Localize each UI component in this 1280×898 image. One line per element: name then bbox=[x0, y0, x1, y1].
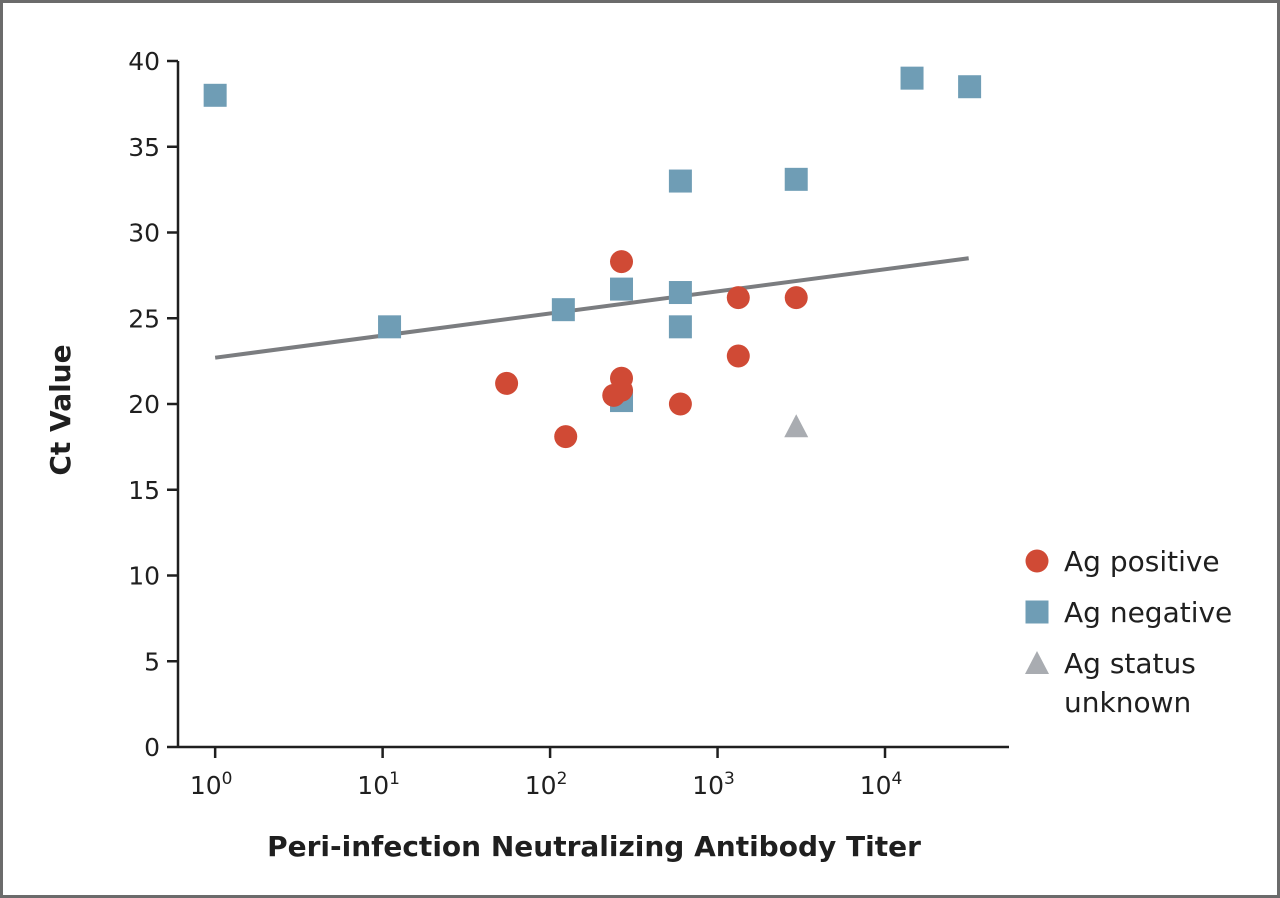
x-tick-label: 100 bbox=[190, 769, 233, 800]
data-point-square bbox=[203, 83, 227, 107]
data-point-circle bbox=[610, 250, 634, 274]
trendline-layer bbox=[214, 256, 969, 360]
data-point-square bbox=[958, 75, 982, 99]
legend-label: Ag status bbox=[1064, 647, 1196, 680]
trendline bbox=[214, 256, 969, 360]
y-tick-label: 10 bbox=[128, 562, 160, 591]
data-point-square bbox=[784, 167, 808, 191]
legend-label: Ag positive bbox=[1064, 545, 1220, 578]
y-tick-label: 5 bbox=[144, 647, 160, 676]
data-point-square bbox=[900, 66, 924, 90]
legend-marker-circle bbox=[1025, 549, 1049, 573]
data-point-circle bbox=[610, 378, 634, 402]
y-axis-title: Ct Value bbox=[44, 344, 77, 475]
legend-label: unknown bbox=[1064, 686, 1191, 719]
y-tick-label: 40 bbox=[128, 47, 160, 76]
x-tick-label: 101 bbox=[357, 769, 400, 800]
legend: Ag positive Ag negative Ag status unknown bbox=[1025, 545, 1232, 719]
data-point-circle bbox=[668, 392, 692, 416]
scatter-chart: 0 5 10 15 20 25 30 35 40 100 101 102 103 104 Ag posit… bbox=[44, 47, 1232, 863]
data-point-circle bbox=[726, 344, 750, 368]
y-tick-label: 30 bbox=[128, 219, 160, 248]
x-axis-title: Peri-infection Neutralizing Antibody Tit… bbox=[267, 830, 921, 863]
x-tick-label: 102 bbox=[525, 769, 568, 800]
x-tick-label: 103 bbox=[692, 769, 735, 800]
data-point-circle bbox=[495, 371, 519, 395]
y-tick-label: 0 bbox=[144, 733, 160, 762]
legend-marker-square bbox=[1025, 600, 1049, 624]
data-point-square bbox=[378, 315, 402, 339]
axes: 0 5 10 15 20 25 30 35 40 100 101 102 103 104 bbox=[128, 47, 1009, 800]
data-point-circle bbox=[554, 425, 578, 449]
x-tick-label: 104 bbox=[860, 769, 903, 800]
y-tick-label: 20 bbox=[128, 390, 160, 419]
y-tick-label: 35 bbox=[128, 133, 160, 162]
y-tick-label: 15 bbox=[128, 476, 160, 505]
data-points bbox=[203, 66, 982, 449]
data-point-circle bbox=[726, 286, 750, 310]
data-point-square bbox=[668, 281, 692, 305]
legend-marker-triangle bbox=[1025, 651, 1049, 674]
data-point-square bbox=[668, 169, 692, 193]
legend-label: Ag negative bbox=[1064, 596, 1232, 629]
data-point-square bbox=[551, 298, 575, 322]
data-point-circle bbox=[784, 286, 808, 310]
y-tick-label: 25 bbox=[128, 304, 160, 333]
data-point-square bbox=[610, 277, 634, 301]
data-point-triangle bbox=[784, 414, 809, 438]
data-point-square bbox=[668, 315, 692, 339]
